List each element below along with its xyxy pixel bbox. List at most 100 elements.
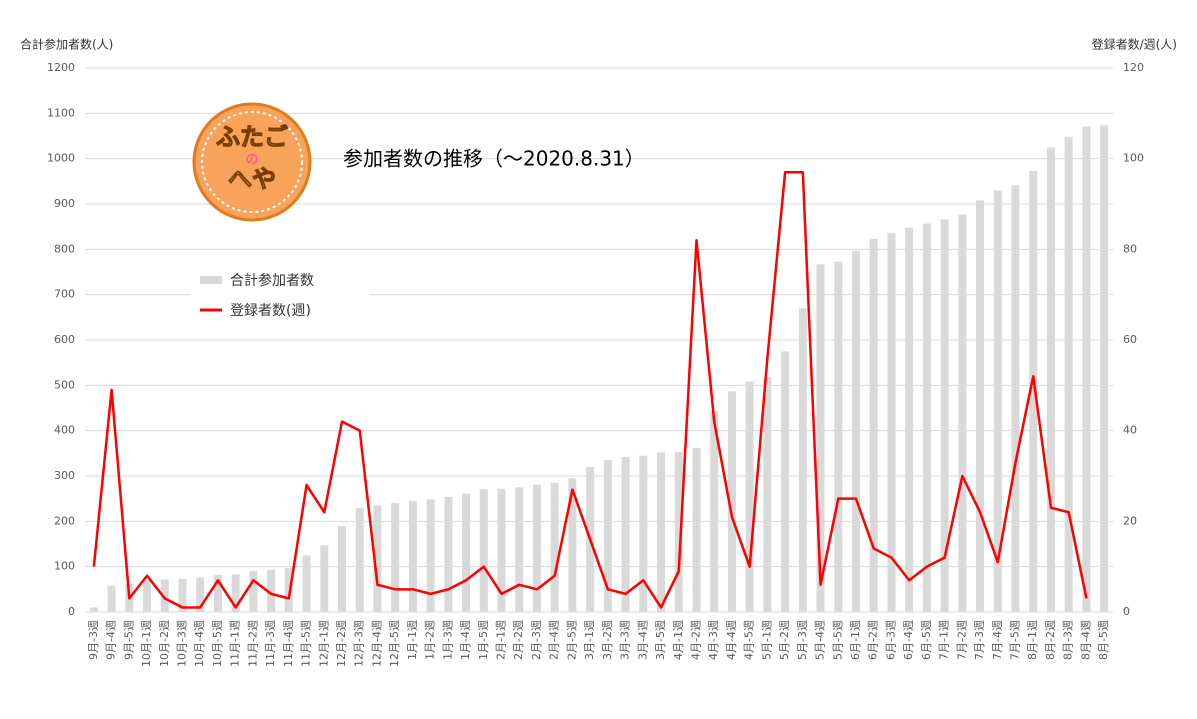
x-tick-label: 5月-2週 (778, 620, 791, 660)
legend: 合計参加者数 登録者数(週) (190, 264, 370, 328)
y2-tick-label: 60 (1123, 333, 1137, 346)
x-tick-label: 8月-4週 (1079, 620, 1092, 660)
x-tick-label: 3月-5週 (654, 620, 667, 660)
bar (373, 505, 382, 612)
bar (249, 571, 258, 612)
bar (479, 489, 488, 612)
bar (213, 574, 222, 612)
bar (852, 250, 860, 612)
bar (993, 190, 1002, 612)
x-tick-label: 9月-3週 (87, 620, 100, 660)
x-tick-label: 8月-2週 (1044, 620, 1057, 660)
bar (284, 568, 293, 612)
y2-axis-label: 登録者数/週(人) (1092, 37, 1177, 52)
x-tick-label: 12月-2週 (335, 620, 348, 667)
logo-text: へや (228, 165, 276, 193)
bar (781, 351, 790, 612)
bar (639, 455, 648, 612)
bar (905, 227, 914, 612)
y-tick-label: 400 (54, 424, 75, 437)
bar (532, 484, 541, 612)
x-tick-label: 8月-1週 (1026, 620, 1039, 660)
y2-tick-label: 40 (1123, 424, 1137, 437)
bar (887, 233, 896, 612)
bar (550, 482, 559, 612)
x-tick-label: 2月-1週 (495, 620, 508, 660)
x-tick-label: 11月-4週 (282, 620, 295, 667)
y-tick-label: 800 (54, 242, 75, 255)
x-tick-label: 7月-5週 (1009, 620, 1022, 660)
logo-text: の (245, 153, 258, 168)
x-tick-label: 6月-4週 (902, 620, 915, 660)
x-tick-label: 2月-2週 (512, 620, 525, 660)
line (92, 171, 1088, 609)
x-tick-label: 5月-4週 (814, 620, 827, 660)
x-tick-label: 10月-1週 (140, 620, 153, 667)
x-tick-label: 4月-2週 (689, 620, 702, 660)
bar (408, 500, 417, 612)
x-tick-label: 5月-3週 (796, 620, 809, 660)
bar (745, 381, 754, 612)
x-tick-label: 7月-2週 (955, 620, 968, 660)
x-tick-label: 1月-5週 (477, 620, 490, 660)
bar (160, 579, 169, 612)
x-tick-label: 11月-2週 (246, 620, 259, 667)
y-tick-label: 200 (54, 514, 75, 527)
x-tick-label: 4月-5週 (743, 620, 756, 660)
x-tick-label: 1月-4週 (459, 620, 472, 660)
legend-label: 登録者数(週) (230, 303, 311, 319)
legend-box (190, 264, 370, 328)
x-tick-label: 3月-2週 (601, 620, 614, 660)
x-tick-label: 1月-1週 (406, 620, 419, 660)
x-tick-label: 10月-3週 (175, 620, 188, 667)
x-tick-label: 3月-4週 (636, 620, 649, 660)
x-tick-label: 8月-5週 (1097, 620, 1110, 660)
bar (727, 391, 736, 612)
x-tick-label: 7月-3週 (973, 620, 986, 660)
bar (107, 585, 116, 612)
y-tick-label: 1000 (47, 152, 75, 165)
x-tick-label: 6月-5週 (920, 620, 933, 660)
chart-title: 参加者数の推移（～2020.8.31） (343, 147, 645, 171)
y-tick-label: 0 (68, 605, 75, 618)
bar (426, 499, 435, 612)
bar (267, 569, 276, 612)
bar (355, 508, 364, 612)
bar (798, 308, 807, 612)
y2-tick-label: 80 (1123, 242, 1137, 255)
bar (338, 526, 346, 612)
bar (657, 452, 666, 612)
x-tick-label: 12月-5週 (388, 620, 401, 667)
x-tick-label: 7月-1週 (938, 620, 951, 660)
bar (462, 493, 471, 612)
y-tick-label: 500 (54, 378, 75, 391)
x-tick-label: 12月-1週 (317, 620, 330, 667)
bar (1046, 147, 1055, 613)
x-tick-label: 5月-5週 (831, 620, 844, 660)
bar (89, 607, 98, 612)
y2-tick-label: 20 (1123, 514, 1137, 527)
x-tick-label: 10月-2週 (158, 620, 171, 667)
bar (958, 214, 967, 612)
x-tick-label: 8月-3週 (1062, 620, 1075, 660)
x-tick-label: 2月-5週 (565, 620, 578, 660)
bar (922, 223, 931, 612)
y-tick-label: 100 (54, 560, 75, 573)
bar (710, 410, 719, 612)
x-tick-label: 10月-4週 (193, 620, 206, 667)
bar (763, 377, 772, 612)
bar (1100, 125, 1109, 612)
y-tick-label: 300 (54, 469, 75, 482)
x-tick-label: 11月-1週 (229, 620, 242, 667)
x-tick-label: 11月-3週 (264, 620, 277, 667)
y2-tick-label: 100 (1123, 152, 1144, 165)
bar (320, 545, 329, 612)
bar (497, 488, 506, 612)
x-tick-label: 5月-1週 (760, 620, 773, 660)
y-tick-label: 700 (54, 288, 75, 301)
x-tick-label: 3月-3週 (619, 620, 632, 660)
bar (302, 555, 311, 612)
bar (568, 478, 577, 612)
bar (231, 574, 240, 612)
